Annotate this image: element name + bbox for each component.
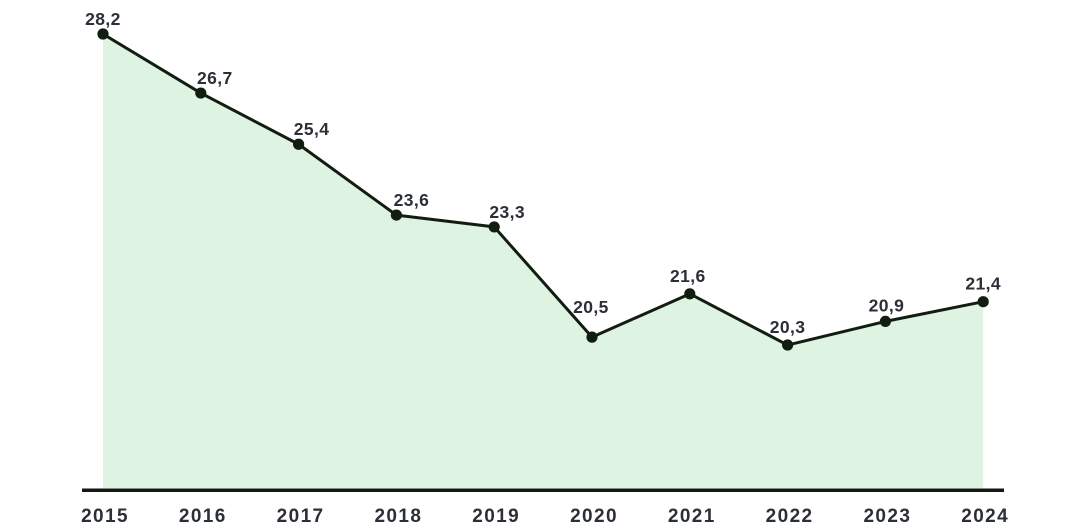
x-axis-label-2022: 2022 xyxy=(766,506,814,527)
data-points-layer xyxy=(97,28,989,351)
data-label-2021: 21,6 xyxy=(670,266,706,286)
data-label-2017: 25,4 xyxy=(294,119,330,139)
x-axis-label-2019: 2019 xyxy=(472,506,520,527)
x-axis-label-2016: 2016 xyxy=(179,506,227,527)
data-point-2018 xyxy=(390,209,402,221)
data-point-2016 xyxy=(195,87,207,99)
data-label-2022: 20,3 xyxy=(770,317,806,337)
area-fill-layer xyxy=(103,34,984,489)
data-point-2015 xyxy=(97,28,109,40)
x-axis-label-2017: 2017 xyxy=(277,506,325,527)
data-point-2019 xyxy=(488,221,500,233)
x-axis-labels-layer: 2015 2016 2017 2018 2019 2020 2021 2022 2023 2024 xyxy=(81,506,1009,527)
data-point-2020 xyxy=(586,331,598,343)
x-axis-label-2023: 2023 xyxy=(863,506,911,527)
data-label-2015: 28,2 xyxy=(85,9,121,29)
data-point-2023 xyxy=(879,315,892,328)
data-labels-layer: 28,2 26,7 25,4 23,6 23,3 20,5 21,6 20,3 20,9 21,4 xyxy=(85,9,1001,337)
area-fill xyxy=(103,34,984,489)
data-label-2020: 20,5 xyxy=(573,297,609,317)
data-point-2017 xyxy=(293,138,305,150)
x-axis-label-2015: 2015 xyxy=(81,506,129,527)
trend-line xyxy=(101,32,985,347)
data-point-2024 xyxy=(977,296,989,308)
x-axis-label-2021: 2021 xyxy=(668,506,716,527)
data-label-2016: 26,7 xyxy=(197,68,233,88)
x-axis-label-2020: 2020 xyxy=(570,506,618,527)
x-axis-label-2024: 2024 xyxy=(961,506,1009,527)
data-label-2019: 23,3 xyxy=(489,202,525,222)
data-label-2018: 23,6 xyxy=(394,190,430,210)
trend-line-layer xyxy=(101,32,985,347)
data-point-2021 xyxy=(684,288,696,300)
x-axis-label-2018: 2018 xyxy=(374,506,422,527)
data-point-2022 xyxy=(782,339,794,351)
data-label-2024: 21,4 xyxy=(965,274,1001,294)
data-label-2023: 20,9 xyxy=(869,295,905,315)
